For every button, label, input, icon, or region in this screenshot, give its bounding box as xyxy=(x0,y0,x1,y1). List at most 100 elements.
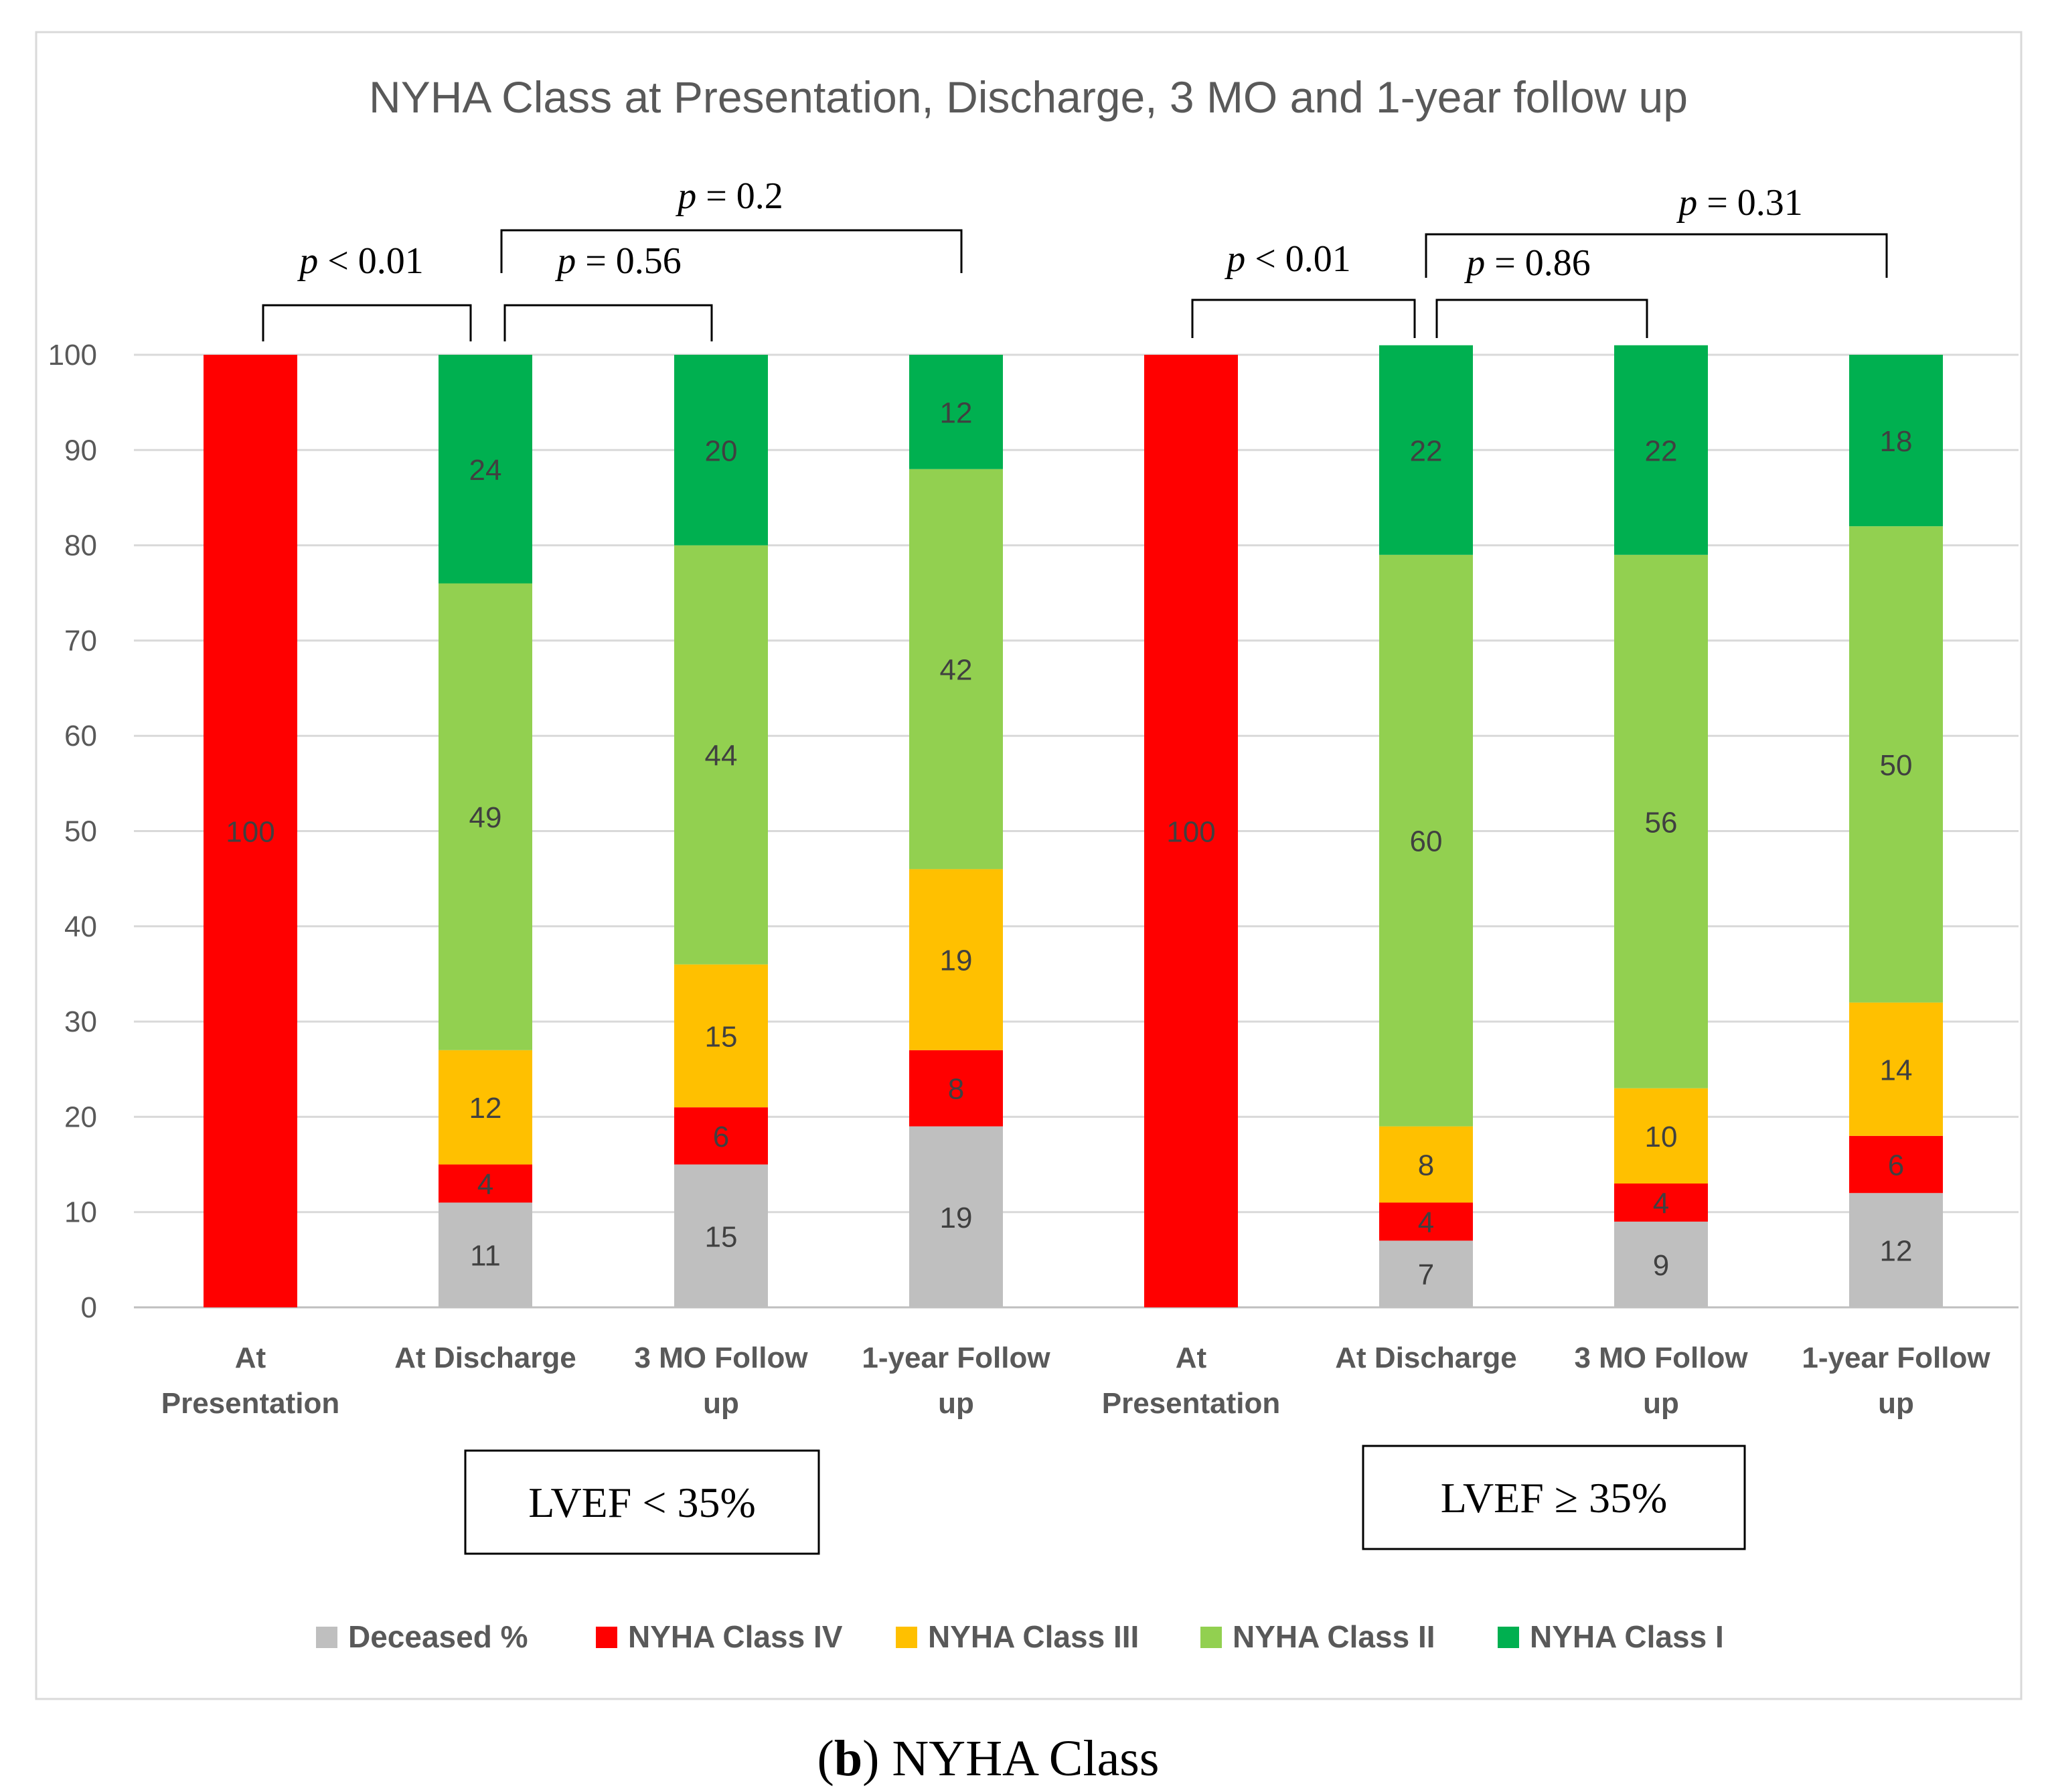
data-label: 11 xyxy=(470,1240,501,1273)
legend-label: NYHA Class II xyxy=(1233,1619,1435,1654)
data-label: 19 xyxy=(940,1202,973,1234)
x-category-label: Presentation xyxy=(161,1387,340,1420)
legend-label: Deceased % xyxy=(348,1619,528,1654)
data-label: 100 xyxy=(1166,816,1215,849)
chart-title: NYHA Class at Presentation, Discharge, 3… xyxy=(369,72,1688,122)
bar-segment xyxy=(1379,1240,1473,1307)
caption-text: NYHA Class xyxy=(879,1730,1159,1787)
data-labels: 1001141249241561544201981942121007486022… xyxy=(226,396,1912,1291)
bar-segment xyxy=(1379,554,1473,1127)
p-value-label: p = 0.31 xyxy=(1676,182,1803,224)
bar-segment xyxy=(439,1164,532,1203)
x-category-label: 3 MO Follow xyxy=(634,1341,808,1374)
bar-segment xyxy=(909,469,1003,870)
y-axis-ticks: 0 10 20 30 40 50 60 70 80 90 100 xyxy=(48,339,97,1324)
significance-brackets: p < 0.01 p = 0.56 p = 0.2 p < 0.01 p = 0.86 p… xyxy=(262,175,1888,341)
p-value-label: p = 0.56 xyxy=(554,240,682,282)
data-label: 12 xyxy=(469,1092,502,1125)
significance-bracket xyxy=(503,304,713,341)
x-category-label: At xyxy=(1176,1341,1207,1374)
x-category-label: up xyxy=(938,1387,974,1420)
bar-segment xyxy=(1849,1002,1943,1136)
bar-segment xyxy=(909,355,1003,469)
data-label: 14 xyxy=(1880,1054,1913,1086)
y-tick-label: 20 xyxy=(64,1101,97,1133)
data-label: 18 xyxy=(1880,425,1913,458)
significance-bracket xyxy=(1425,233,1888,278)
x-category-label: At Discharge xyxy=(1335,1341,1516,1374)
data-label: 42 xyxy=(940,654,973,687)
x-category-label: Presentation xyxy=(1102,1387,1281,1420)
significance-bracket xyxy=(1435,299,1648,338)
legend-label: NYHA Class III xyxy=(928,1619,1139,1654)
p-value-label: p = 0.2 xyxy=(675,175,783,217)
bar-segment xyxy=(674,1107,768,1165)
p-value-label: p < 0.01 xyxy=(1224,238,1351,280)
group-label: LVEF < 35% xyxy=(528,1479,756,1526)
x-category-label: At Discharge xyxy=(394,1341,576,1374)
data-label: 50 xyxy=(1880,749,1913,782)
significance-bracket xyxy=(1191,299,1416,338)
data-label: 15 xyxy=(705,1220,738,1253)
y-tick-label: 30 xyxy=(64,1005,97,1038)
legend-swatch xyxy=(596,1627,617,1648)
y-tick-label: 100 xyxy=(48,339,97,372)
bar-segment xyxy=(1379,1202,1473,1241)
data-label: 24 xyxy=(469,454,502,487)
bar-segment xyxy=(909,1126,1003,1307)
group-label: LVEF ≥ 35% xyxy=(1441,1474,1668,1522)
x-category-label: up xyxy=(1643,1387,1679,1420)
x-axis-categories: At Presentation At Discharge 3 MO Follow up 1… xyxy=(161,1341,1991,1420)
data-label: 8 xyxy=(1418,1149,1434,1182)
x-category-label: At xyxy=(235,1341,266,1374)
p-value-label: p = 0.86 xyxy=(1464,242,1591,284)
bar-segment xyxy=(439,1202,532,1307)
bars xyxy=(204,345,1943,1307)
caption-prefix: b xyxy=(834,1730,862,1787)
bar-segment xyxy=(1849,1135,1943,1194)
data-label: 22 xyxy=(1410,434,1443,467)
x-category-label: 3 MO Follow xyxy=(1574,1341,1748,1374)
data-label: 44 xyxy=(705,740,738,772)
significance-bracket xyxy=(500,229,963,273)
data-label: 19 xyxy=(940,945,973,977)
data-label: 4 xyxy=(477,1168,493,1201)
legend: Deceased % NYHA Class IV NYHA Class III NYH… xyxy=(316,1619,1724,1654)
data-label: 10 xyxy=(1645,1121,1678,1153)
bar-segment xyxy=(439,1050,532,1165)
bar-segment xyxy=(909,1050,1003,1127)
y-tick-label: 40 xyxy=(64,910,97,943)
x-category-label: up xyxy=(1878,1387,1914,1420)
bar-segment xyxy=(674,355,768,546)
bar-segment xyxy=(674,964,768,1108)
data-label: 9 xyxy=(1653,1249,1669,1282)
bar-segment xyxy=(674,545,768,965)
group-box xyxy=(1362,1445,1746,1550)
data-label: 6 xyxy=(713,1121,729,1153)
bar-segment xyxy=(674,1164,768,1307)
bar-segment xyxy=(439,355,532,584)
bar-segment xyxy=(1144,355,1238,1307)
x-category-label: 1-year Follow xyxy=(1802,1341,1990,1374)
bar-segment xyxy=(1614,554,1708,1088)
data-label: 4 xyxy=(1653,1187,1669,1220)
bar-segment xyxy=(1379,1126,1473,1203)
x-category-label: 1-year Follow xyxy=(862,1341,1050,1374)
y-tick-label: 60 xyxy=(64,720,97,752)
bar-segment xyxy=(439,583,532,1050)
data-label: 6 xyxy=(1888,1149,1904,1182)
figure-caption: (b) NYHA Class xyxy=(817,1730,1160,1787)
bar-segment xyxy=(1379,345,1473,555)
bar-segment xyxy=(1849,526,1943,1003)
bar-segment xyxy=(1849,355,1943,527)
data-label: 100 xyxy=(226,816,274,849)
bar-segment xyxy=(1614,345,1708,555)
y-tick-label: 70 xyxy=(64,625,97,657)
data-label: 7 xyxy=(1418,1258,1434,1291)
legend-swatch xyxy=(316,1627,337,1648)
legend-label: NYHA Class IV xyxy=(628,1619,843,1654)
legend-swatch xyxy=(1498,1627,1519,1648)
y-tick-label: 50 xyxy=(64,815,97,848)
data-label: 20 xyxy=(705,434,738,467)
